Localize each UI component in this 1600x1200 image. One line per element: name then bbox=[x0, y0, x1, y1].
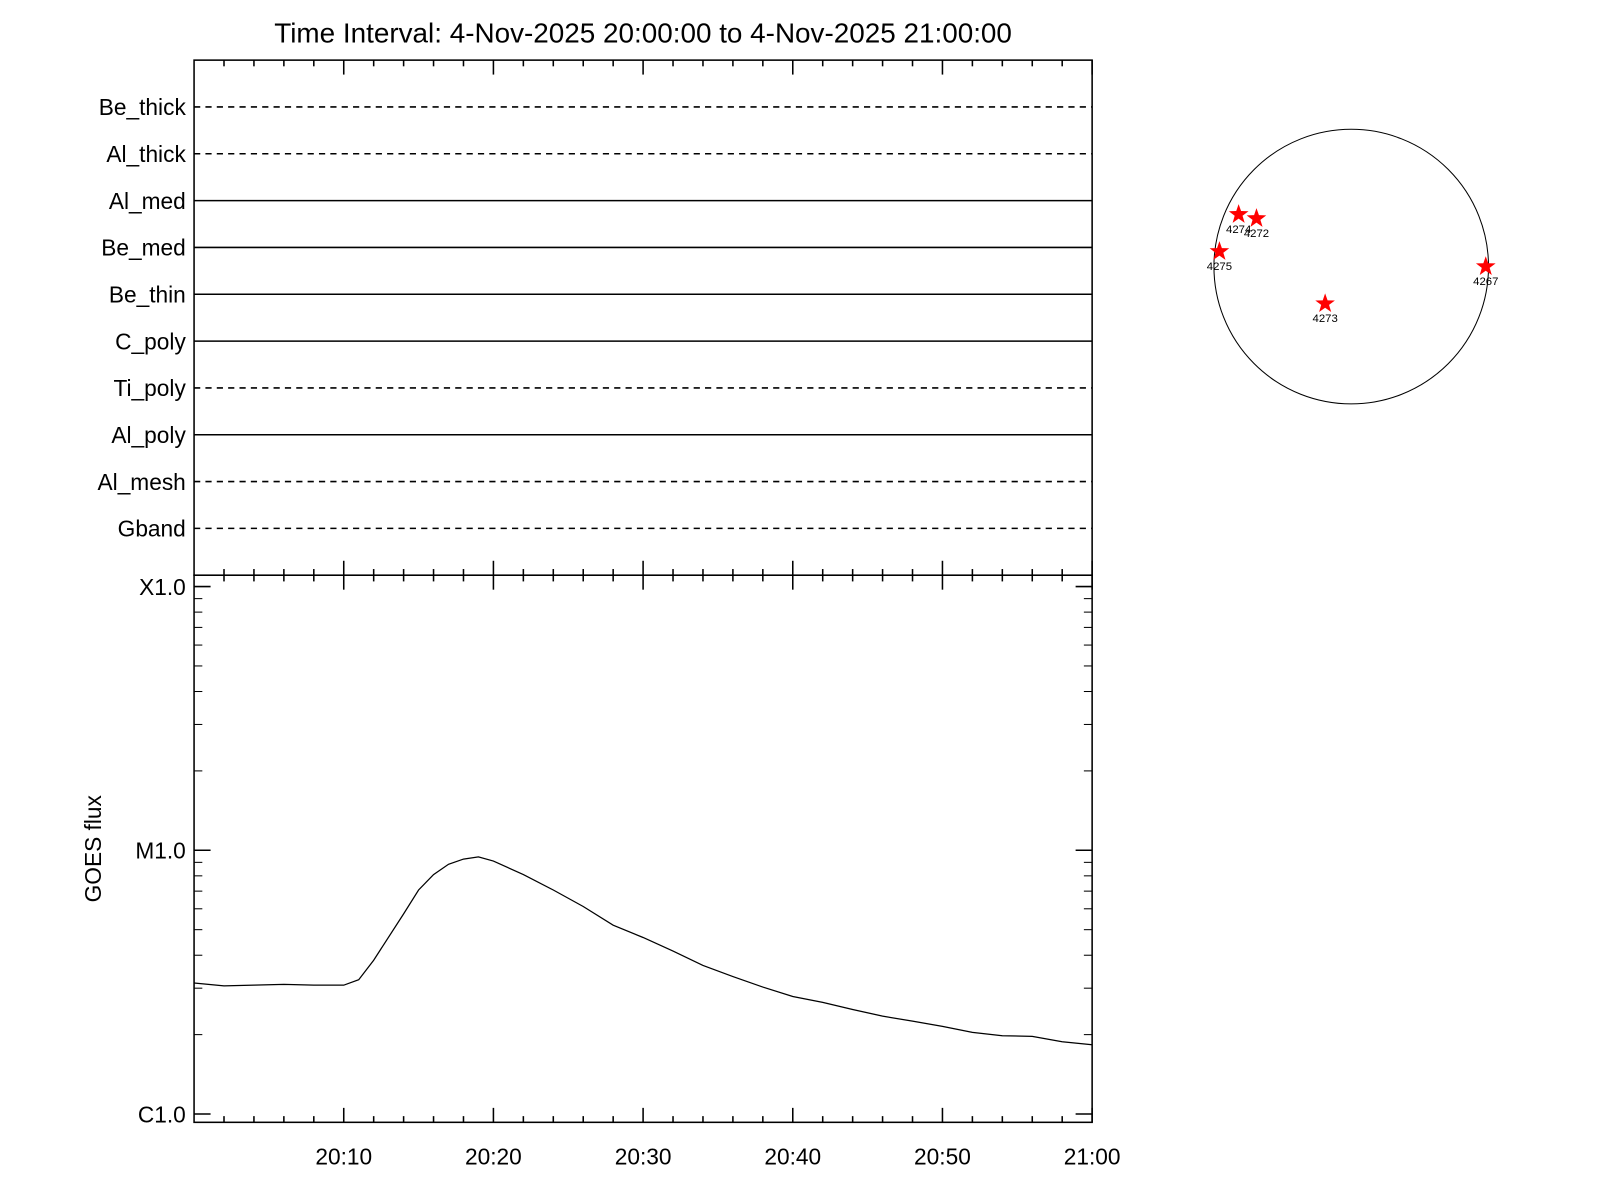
goes-curve bbox=[194, 856, 1093, 1046]
filter-label: Be_thin bbox=[109, 282, 186, 308]
x-tick-label: 20:30 bbox=[615, 1144, 672, 1170]
filter-label: Al_poly bbox=[111, 422, 186, 448]
region-label: 4273 bbox=[1313, 313, 1338, 325]
chart-title: Time Interval: 4-Nov-2025 20:00:00 to 4-… bbox=[274, 18, 1012, 49]
x-tick-label: 20:20 bbox=[465, 1144, 522, 1170]
x-tick-label: 20:40 bbox=[764, 1144, 821, 1170]
filter-label: Al_med bbox=[109, 188, 186, 214]
filter-label: Ti_poly bbox=[114, 375, 187, 401]
x-tick-label: 20:10 bbox=[315, 1144, 372, 1170]
y-tick-label: M1.0 bbox=[135, 838, 185, 864]
region-marker bbox=[1246, 208, 1267, 227]
y-axis-label: GOES flux bbox=[80, 795, 106, 903]
y-tick-label: X1.0 bbox=[139, 574, 186, 600]
filter-label: Al_mesh bbox=[98, 469, 186, 495]
y-tick-label: C1.0 bbox=[138, 1101, 186, 1127]
x-tick-label: 21:00 bbox=[1064, 1144, 1121, 1170]
region-marker bbox=[1209, 241, 1230, 260]
filter-label: Al_thick bbox=[106, 141, 186, 167]
region-label: 4267 bbox=[1473, 276, 1498, 288]
region-label: 4275 bbox=[1207, 261, 1232, 273]
filter-label: C_poly bbox=[115, 328, 186, 354]
region-marker bbox=[1315, 293, 1335, 312]
region-marker bbox=[1228, 204, 1249, 223]
filter-label: Be_med bbox=[101, 235, 186, 261]
region-marker bbox=[1475, 256, 1496, 275]
filter-label: Be_thick bbox=[99, 94, 187, 120]
region-label: 4274 bbox=[1226, 224, 1251, 236]
filter-label: Gband bbox=[118, 516, 186, 542]
region-label: 4272 bbox=[1244, 228, 1269, 240]
x-tick-label: 20:50 bbox=[914, 1144, 971, 1170]
